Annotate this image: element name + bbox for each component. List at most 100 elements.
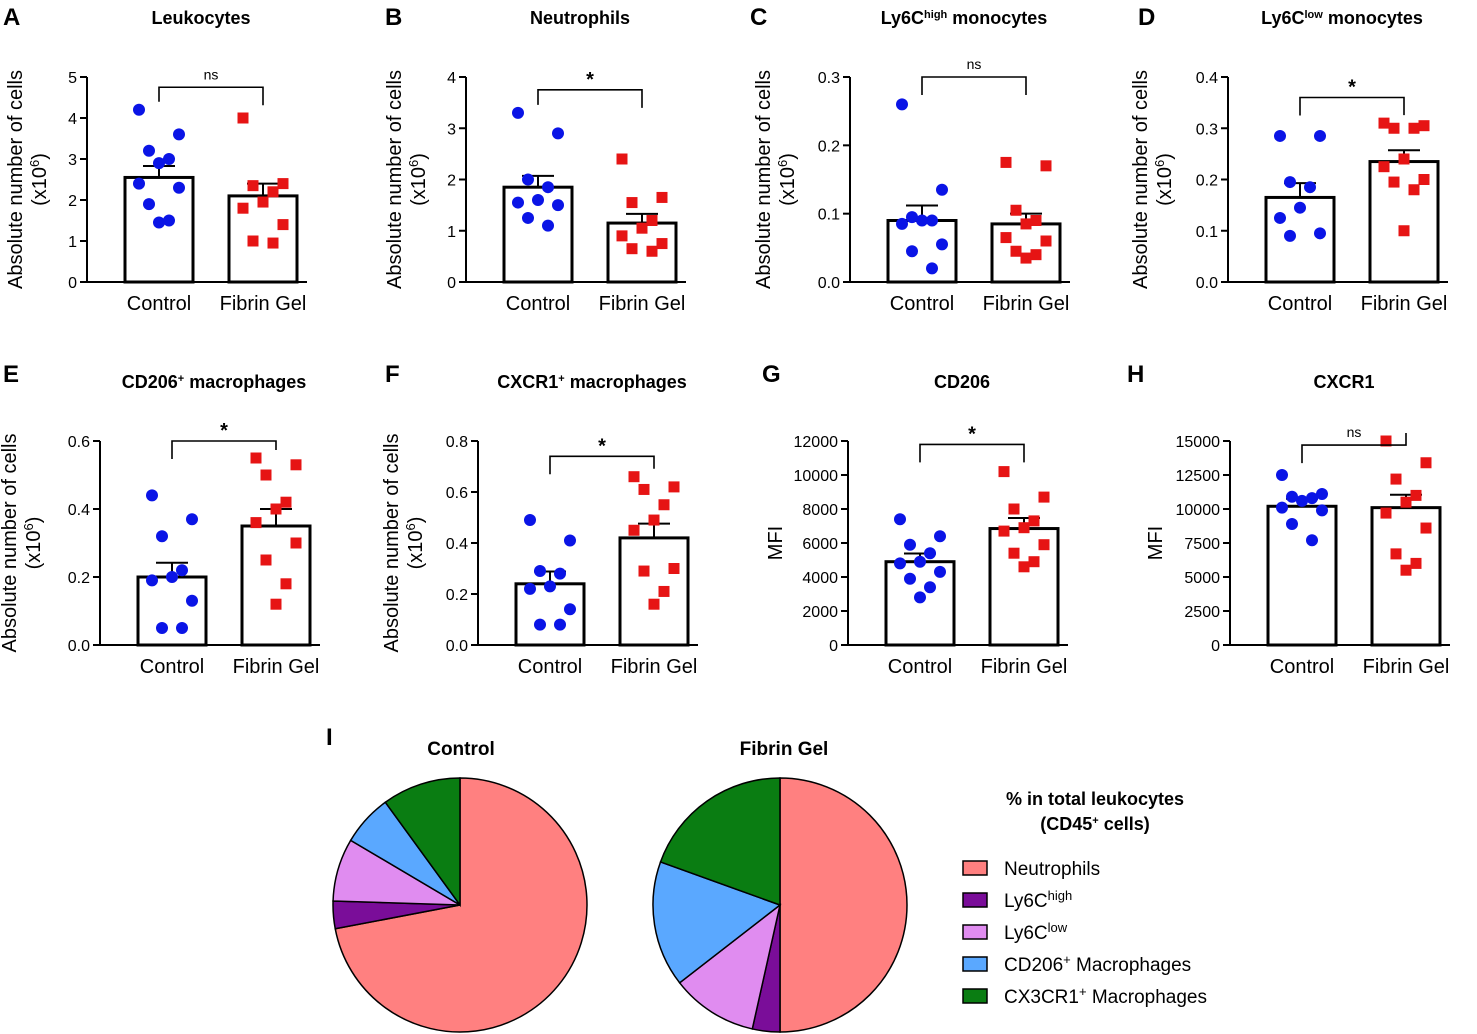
unit-base: (x10 xyxy=(23,531,45,570)
panel-g: G CD206 0 2000 4000 6000 8000 10000 12000 MFI Cont… xyxy=(762,361,1068,678)
data-point-fibrin-gel xyxy=(646,215,658,226)
data-point-fibrin-gel xyxy=(237,112,249,124)
data-point-control xyxy=(186,513,198,526)
pie-slice-control-0 xyxy=(334,777,588,1033)
y-axis-label: MFI xyxy=(765,526,787,560)
data-point-control xyxy=(176,564,188,577)
data-point-fibrin-gel xyxy=(1010,245,1022,257)
data-point-fibrin-gel xyxy=(656,191,668,203)
data-point-fibrin-gel xyxy=(1390,473,1402,485)
y-tick-label: 0.4 xyxy=(446,536,468,553)
data-point-fibrin-gel xyxy=(270,598,282,610)
title-rest: monocytes xyxy=(1323,8,1423,28)
data-point-control xyxy=(1294,201,1306,214)
title-sup: + xyxy=(178,373,184,385)
panel-h: H CXCR1 0 2500 5000 7500 10000 12500 15000 MFI Con… xyxy=(1127,361,1450,678)
x-category-label: Fibrin Gel xyxy=(220,293,307,315)
data-point-control xyxy=(544,580,556,593)
data-point-fibrin-gel xyxy=(1028,515,1040,527)
data-point-control xyxy=(156,530,168,543)
data-point-fibrin-gel xyxy=(1000,232,1012,244)
y-tick-label: 2 xyxy=(68,193,77,210)
title-rest: macrophages xyxy=(565,372,687,392)
legend-base: Neutrophils xyxy=(1004,859,1100,880)
y-tick-label: 1 xyxy=(68,234,77,251)
data-point-control xyxy=(163,153,175,165)
y-axis-unit: (x106) xyxy=(21,517,46,570)
unit-end: ) xyxy=(23,517,45,524)
data-point-control xyxy=(1314,129,1326,142)
data-point-control xyxy=(173,128,185,141)
y-tick-label: 8000 xyxy=(802,502,838,519)
data-point-control xyxy=(1284,229,1296,242)
legend-base: CD206 xyxy=(1004,955,1063,976)
data-point-fibrin-gel xyxy=(290,537,302,549)
x-category-label: Fibrin Gel xyxy=(611,656,698,678)
legend-sub-base: (CD45 xyxy=(1040,814,1092,834)
data-point-fibrin-gel xyxy=(668,563,680,574)
data-point-control xyxy=(1306,534,1318,547)
data-point-control xyxy=(916,214,928,227)
data-point-fibrin-gel xyxy=(1388,176,1400,188)
y-tick-label: 4000 xyxy=(802,570,838,587)
data-point-fibrin-gel xyxy=(636,222,648,234)
legend-swatch xyxy=(962,860,988,876)
data-point-control xyxy=(542,219,554,232)
legend-rest: Macrophages xyxy=(1071,955,1191,976)
data-point-fibrin-gel xyxy=(998,466,1010,478)
data-point-fibrin-gel xyxy=(1420,457,1432,469)
data-point-fibrin-gel xyxy=(267,186,279,198)
data-point-fibrin-gel xyxy=(1400,496,1412,508)
panel-letter: D xyxy=(1138,4,1155,31)
data-point-control xyxy=(1306,492,1318,505)
panel-e: E CD206+ macrophages 0.0 0.2 0.4 0.6 Absolute … xyxy=(0,361,320,678)
y-axis-label: Absolute number of cells xyxy=(753,70,775,289)
data-point-fibrin-gel xyxy=(656,238,668,250)
panel-d: D Ly6Clow monocytes 0.0 0.1 0.2 0.3 0.4 Absolut… xyxy=(1130,4,1448,315)
data-point-control xyxy=(926,214,938,227)
y-tick-label: 0.4 xyxy=(1196,70,1218,87)
y-axis-unit: (x106) xyxy=(1152,153,1177,206)
title-text: Ly6C xyxy=(881,8,924,28)
y-tick-label: 0.0 xyxy=(1196,275,1218,292)
bar-control xyxy=(123,175,195,284)
data-point-fibrin-gel xyxy=(1418,174,1430,185)
data-point-control xyxy=(554,618,566,631)
y-tick-label: 0.0 xyxy=(818,275,840,292)
y-tick-label: 12000 xyxy=(794,434,839,451)
chart-title: CXCR1+ macrophages xyxy=(497,372,687,392)
data-point-fibrin-gel xyxy=(1008,503,1020,515)
data-point-fibrin-gel xyxy=(247,180,259,192)
data-point-fibrin-gel xyxy=(628,524,640,536)
data-point-control xyxy=(552,199,564,212)
panel-letter: I xyxy=(326,724,333,751)
unit-base: (x10 xyxy=(1154,167,1176,206)
data-point-fibrin-gel xyxy=(1040,160,1052,172)
y-axis-label: Absolute number of cells xyxy=(384,70,406,289)
y-tick-label: 7500 xyxy=(1184,536,1220,553)
legend-item-label: Neutrophils xyxy=(1004,859,1100,880)
y-tick-label: 15000 xyxy=(1176,434,1221,451)
data-point-fibrin-gel xyxy=(626,197,638,209)
legend-item-label: Ly6Clow xyxy=(1004,920,1068,945)
panel-letter: F xyxy=(385,361,400,388)
legend-rest: Macrophages xyxy=(1087,987,1207,1008)
data-point-control xyxy=(522,173,534,186)
data-point-control xyxy=(914,591,926,604)
data-point-control xyxy=(133,177,145,190)
y-axis-unit: (x106) xyxy=(406,153,431,206)
legend-swatch xyxy=(962,956,988,972)
unit-end: ) xyxy=(29,153,51,160)
pie-legend: % in total leukocytes(CD45+ cells)Neutro… xyxy=(962,789,1207,1008)
data-point-control xyxy=(564,534,576,547)
y-tick-label: 0.1 xyxy=(818,207,840,224)
data-point-control xyxy=(143,198,155,211)
y-tick-label: 2000 xyxy=(802,604,838,621)
data-point-control xyxy=(156,622,168,634)
data-point-fibrin-gel xyxy=(628,471,640,483)
significance-label: * xyxy=(586,69,594,91)
y-tick-label: 3 xyxy=(447,121,456,138)
data-point-control xyxy=(143,144,155,157)
data-point-fibrin-gel xyxy=(668,481,680,493)
x-category-label: Fibrin Gel xyxy=(1363,656,1450,678)
